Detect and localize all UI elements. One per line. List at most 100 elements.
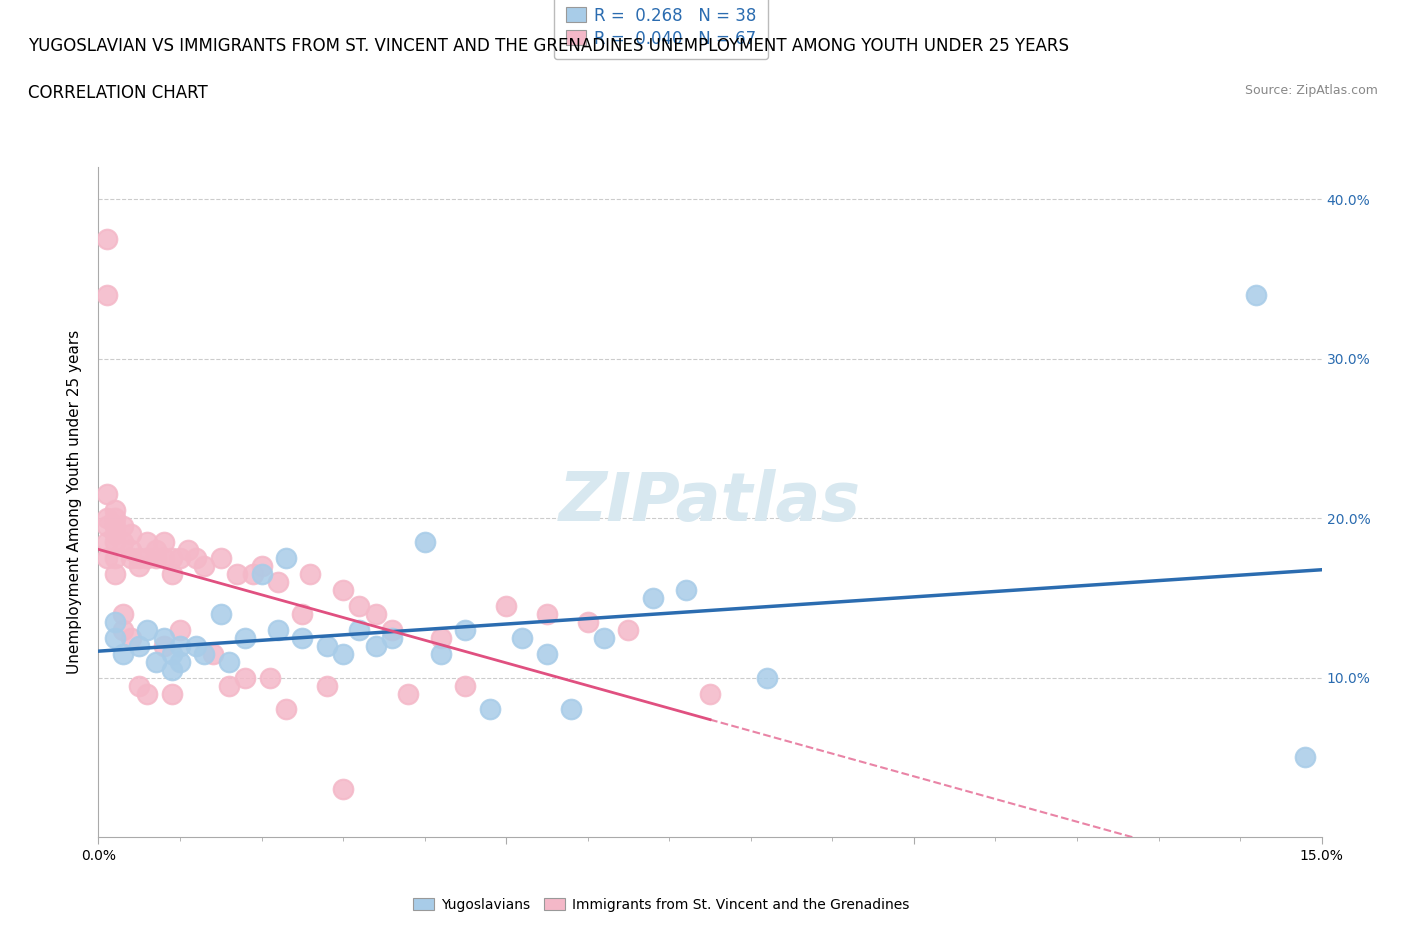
Text: Source: ZipAtlas.com: Source: ZipAtlas.com xyxy=(1244,84,1378,97)
Point xyxy=(136,535,159,550)
Point xyxy=(111,535,134,550)
Point xyxy=(593,631,616,645)
Point xyxy=(96,551,118,565)
Point xyxy=(96,519,118,534)
Point xyxy=(430,646,453,661)
Point xyxy=(160,662,183,677)
Point xyxy=(274,551,297,565)
Point xyxy=(218,678,240,693)
Point xyxy=(96,486,118,501)
Point xyxy=(274,702,297,717)
Point xyxy=(104,566,127,581)
Point xyxy=(169,638,191,653)
Point xyxy=(332,646,354,661)
Text: YUGOSLAVIAN VS IMMIGRANTS FROM ST. VINCENT AND THE GRENADINES UNEMPLOYMENT AMONG: YUGOSLAVIAN VS IMMIGRANTS FROM ST. VINCE… xyxy=(28,37,1069,55)
Point xyxy=(233,631,256,645)
Point xyxy=(381,622,404,637)
Point xyxy=(349,598,371,613)
Point xyxy=(209,551,232,565)
Point xyxy=(413,535,436,550)
Point xyxy=(315,678,337,693)
Point xyxy=(560,702,582,717)
Point xyxy=(675,582,697,597)
Point xyxy=(96,511,118,525)
Point xyxy=(512,631,534,645)
Point xyxy=(349,622,371,637)
Point xyxy=(250,559,273,574)
Point xyxy=(291,631,314,645)
Point xyxy=(1246,287,1268,302)
Point xyxy=(120,551,142,565)
Point xyxy=(128,678,150,693)
Point xyxy=(641,591,664,605)
Point xyxy=(96,232,118,246)
Point xyxy=(332,582,354,597)
Point xyxy=(617,622,640,637)
Point xyxy=(193,559,215,574)
Point xyxy=(104,511,127,525)
Point xyxy=(145,551,167,565)
Point xyxy=(169,654,191,669)
Point xyxy=(169,551,191,565)
Point xyxy=(332,782,354,797)
Point xyxy=(699,686,721,701)
Point xyxy=(478,702,501,717)
Point xyxy=(128,559,150,574)
Point xyxy=(193,646,215,661)
Point xyxy=(454,622,477,637)
Point xyxy=(396,686,419,701)
Point xyxy=(145,654,167,669)
Point xyxy=(152,551,174,565)
Point xyxy=(96,287,118,302)
Point xyxy=(152,535,174,550)
Point xyxy=(111,622,134,637)
Point xyxy=(104,615,127,630)
Point xyxy=(111,606,134,621)
Point xyxy=(152,638,174,653)
Point xyxy=(186,638,208,653)
Point xyxy=(104,631,127,645)
Point xyxy=(536,646,558,661)
Point xyxy=(364,638,387,653)
Point xyxy=(111,646,134,661)
Text: CORRELATION CHART: CORRELATION CHART xyxy=(28,84,208,101)
Point xyxy=(299,566,322,581)
Point xyxy=(250,566,273,581)
Point xyxy=(291,606,314,621)
Point xyxy=(96,535,118,550)
Point xyxy=(259,671,281,685)
Point xyxy=(201,646,224,661)
Point xyxy=(136,551,159,565)
Point xyxy=(226,566,249,581)
Point xyxy=(756,671,779,685)
Point xyxy=(120,631,142,645)
Point xyxy=(454,678,477,693)
Point xyxy=(169,622,191,637)
Point xyxy=(152,631,174,645)
Point xyxy=(495,598,517,613)
Point xyxy=(536,606,558,621)
Point xyxy=(186,551,208,565)
Point xyxy=(120,526,142,541)
Legend: Yugoslavians, Immigrants from St. Vincent and the Grenadines: Yugoslavians, Immigrants from St. Vincen… xyxy=(408,892,915,917)
Point xyxy=(111,519,134,534)
Point xyxy=(145,542,167,557)
Point xyxy=(576,615,599,630)
Point xyxy=(136,686,159,701)
Point xyxy=(104,519,127,534)
Point xyxy=(242,566,264,581)
Point xyxy=(128,551,150,565)
Point xyxy=(177,542,200,557)
Point xyxy=(267,622,290,637)
Point xyxy=(104,526,127,541)
Point xyxy=(364,606,387,621)
Point xyxy=(120,542,142,557)
Point xyxy=(104,503,127,518)
Point xyxy=(136,622,159,637)
Point xyxy=(381,631,404,645)
Point xyxy=(233,671,256,685)
Point xyxy=(160,566,183,581)
Point xyxy=(128,638,150,653)
Point xyxy=(160,551,183,565)
Point xyxy=(430,631,453,645)
